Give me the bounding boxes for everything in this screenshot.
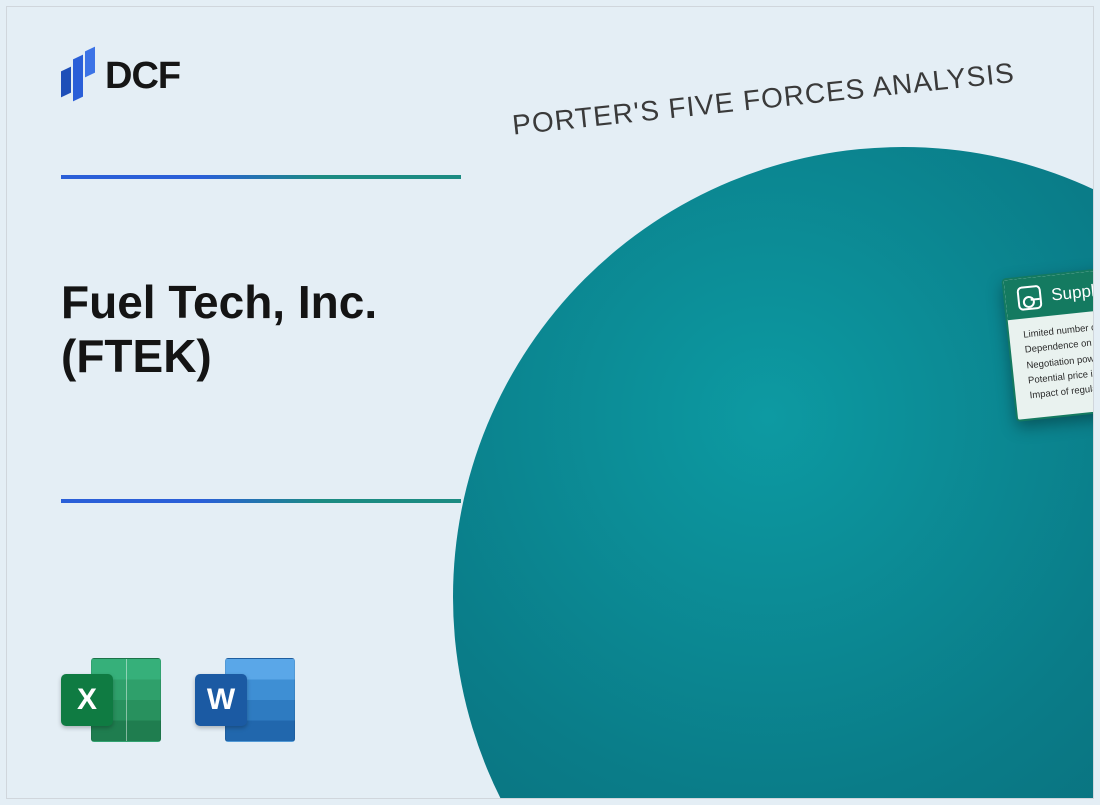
divider-bottom xyxy=(61,499,461,503)
word-badge-letter: W xyxy=(195,674,247,726)
page-title: Fuel Tech, Inc.(FTEK) xyxy=(61,275,377,384)
word-icon[interactable]: W xyxy=(195,652,295,748)
excel-badge-letter: X xyxy=(61,674,113,726)
page-frame: DCF Fuel Tech, Inc.(FTEK) X W PORTER'S F… xyxy=(6,6,1094,799)
excel-icon[interactable]: X xyxy=(61,652,161,748)
logo-text: DCF xyxy=(105,55,180,98)
logo-bars-icon xyxy=(61,49,95,103)
background-circle xyxy=(453,147,1094,799)
analysis-heading: PORTER'S FIVE FORCES ANALYSIS xyxy=(511,57,1016,142)
key-icon xyxy=(1016,285,1042,311)
dcf-logo: DCF xyxy=(61,49,180,103)
app-icons-row: X W xyxy=(61,652,295,748)
card-title: Supplier Power xyxy=(1050,274,1094,306)
divider-top xyxy=(61,175,461,179)
